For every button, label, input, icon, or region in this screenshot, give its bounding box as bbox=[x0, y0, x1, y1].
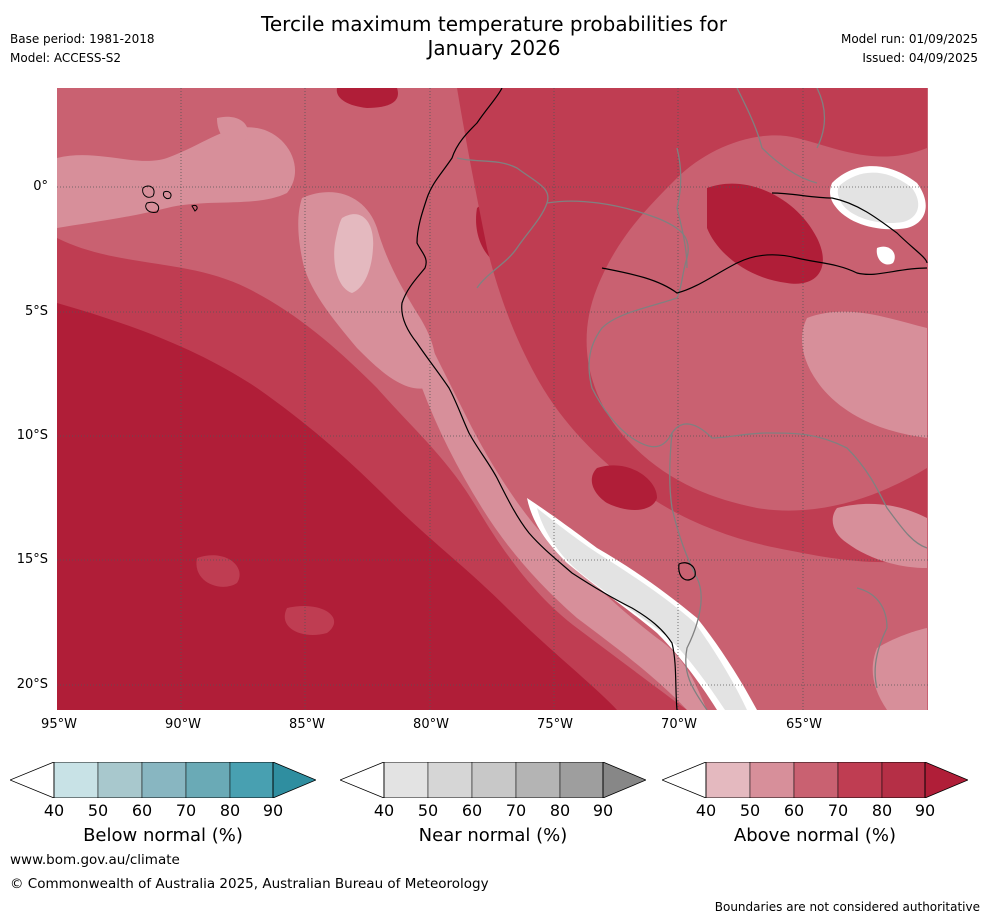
cb-below-title: Below normal (%) bbox=[83, 825, 243, 846]
cb-below-seg-1 bbox=[53, 761, 99, 799]
lon-label-70w: 70°W bbox=[661, 717, 697, 732]
ne-white-patch bbox=[876, 246, 895, 265]
lat-label-20s: 20°S bbox=[16, 677, 48, 692]
inland-90-top bbox=[336, 88, 398, 108]
colorbar-above-svg bbox=[660, 761, 970, 799]
lat-label-15s: 15°S bbox=[16, 552, 48, 567]
cb-below-seg-2 bbox=[97, 761, 143, 799]
cb-near-seg-2 bbox=[427, 761, 473, 799]
cb-below-seg-3 bbox=[141, 761, 187, 799]
ocean-90-region bbox=[57, 303, 617, 710]
lat-label-10s: 10°S bbox=[16, 428, 48, 443]
ocean-60-coastal bbox=[298, 192, 436, 389]
colorbar-below-normal bbox=[8, 761, 318, 799]
ne-near-normal bbox=[837, 172, 919, 224]
model-run-text: Model run: 01/09/2025 bbox=[840, 32, 978, 46]
cb-near-low-triangle bbox=[338, 761, 385, 799]
cb-below-high-triangle bbox=[272, 761, 318, 799]
cb-near-tick-80: 80 bbox=[549, 801, 571, 820]
colorbar-below-svg bbox=[8, 761, 318, 799]
model-text: Model: ACCESS-S2 bbox=[10, 51, 122, 65]
cb-above-tick-90: 90 bbox=[914, 801, 936, 820]
east-60-south bbox=[872, 628, 927, 710]
lon-label-90w: 90°W bbox=[165, 717, 201, 732]
lat-label-0: 0° bbox=[33, 179, 48, 194]
cb-near-seg-4 bbox=[515, 761, 561, 799]
title-line-1: Tercile maximum temperature probabilitie… bbox=[261, 12, 727, 36]
lake-titicaca bbox=[678, 562, 696, 581]
ocean-80-patch bbox=[196, 555, 240, 587]
ocean-60-patch-north bbox=[217, 116, 248, 143]
footer-copyright: © Commonwealth of Australia 2025, Austra… bbox=[10, 876, 489, 892]
cb-near-tick-90: 90 bbox=[592, 801, 614, 820]
cb-below-seg-5 bbox=[229, 761, 274, 799]
cb-near-seg-3 bbox=[471, 761, 517, 799]
cb-near-tick-50: 50 bbox=[417, 801, 439, 820]
colorbar-above-normal bbox=[660, 761, 970, 799]
cb-below-tick-60: 60 bbox=[131, 801, 153, 820]
cb-near-high-triangle bbox=[602, 761, 648, 799]
cb-near-seg-1 bbox=[383, 761, 429, 799]
cb-above-high-triangle bbox=[924, 761, 970, 799]
cb-near-tick-60: 60 bbox=[461, 801, 483, 820]
coastlines bbox=[401, 88, 928, 710]
inland-90-central bbox=[591, 465, 657, 510]
south-america-west-coast bbox=[401, 88, 678, 710]
cb-below-tick-80: 80 bbox=[219, 801, 241, 820]
ocean-60-north bbox=[57, 127, 296, 228]
chart-title: Tercile maximum temperature probabilitie… bbox=[0, 12, 988, 60]
amazon-river bbox=[601, 254, 928, 294]
cb-above-low-triangle bbox=[660, 761, 707, 799]
east-60-band bbox=[802, 311, 927, 438]
colorbar-near-svg bbox=[338, 761, 648, 799]
cb-below-tick-40: 40 bbox=[43, 801, 65, 820]
cb-above-seg-3 bbox=[793, 761, 839, 799]
ocean-50-coastal bbox=[334, 214, 374, 293]
lon-label-85w: 85°W bbox=[289, 717, 325, 732]
cb-above-title: Above normal (%) bbox=[733, 825, 897, 846]
cb-near-tick-40: 40 bbox=[373, 801, 395, 820]
footer-url: www.bom.gov.au/climate bbox=[10, 852, 180, 868]
cb-above-tick-50: 50 bbox=[739, 801, 761, 820]
lat-label-5s: 5°S bbox=[24, 304, 48, 319]
inland-90-east bbox=[707, 183, 823, 284]
cb-above-tick-80: 80 bbox=[871, 801, 893, 820]
east-60-lower bbox=[832, 503, 927, 568]
grid-lines bbox=[57, 88, 928, 710]
lon-label-80w: 80°W bbox=[413, 717, 449, 732]
cb-near-seg-5 bbox=[559, 761, 604, 799]
footer-disclaimer: Boundaries are not considered authoritat… bbox=[714, 900, 980, 914]
cb-near-tick-70: 70 bbox=[505, 801, 527, 820]
river-north-east bbox=[771, 192, 928, 264]
cb-below-tick-70: 70 bbox=[175, 801, 197, 820]
cb-below-tick-50: 50 bbox=[87, 801, 109, 820]
lon-label-95w: 95°W bbox=[41, 717, 77, 732]
issued-text: Issued: 04/09/2025 bbox=[862, 51, 978, 65]
cb-above-tick-70: 70 bbox=[827, 801, 849, 820]
probability-map bbox=[57, 88, 928, 710]
cb-near-title: Near normal (%) bbox=[418, 825, 568, 846]
inland-80-central bbox=[457, 88, 927, 563]
lon-label-75w: 75°W bbox=[537, 717, 573, 732]
cb-above-tick-60: 60 bbox=[783, 801, 805, 820]
colorbar-near-normal bbox=[338, 761, 648, 799]
base-period-text: Base period: 1981-2018 bbox=[10, 32, 155, 46]
cb-below-low-triangle bbox=[8, 761, 55, 799]
galapagos-islands bbox=[142, 185, 198, 213]
cb-above-seg-5 bbox=[881, 761, 926, 799]
lon-label-65w: 65°W bbox=[786, 717, 822, 732]
cb-below-seg-4 bbox=[185, 761, 231, 799]
cb-below-tick-90: 90 bbox=[262, 801, 284, 820]
near-normal-strip bbox=[537, 508, 747, 710]
title-line-2: January 2026 bbox=[427, 36, 561, 60]
country-borders bbox=[456, 88, 928, 710]
ocean-80-patch-2 bbox=[284, 606, 335, 636]
cb-above-tick-40: 40 bbox=[695, 801, 717, 820]
cb-above-seg-2 bbox=[749, 761, 795, 799]
cb-above-seg-4 bbox=[837, 761, 883, 799]
cb-above-seg-1 bbox=[705, 761, 751, 799]
